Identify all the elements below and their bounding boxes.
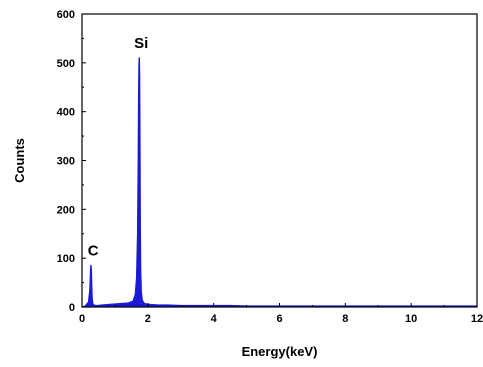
- peak-label-c: C: [88, 242, 99, 259]
- y-tick-label: 200: [57, 204, 75, 216]
- y-axis-label: Counts: [12, 138, 27, 183]
- x-tick-label: 4: [211, 313, 218, 325]
- x-tick-label: 6: [276, 313, 282, 325]
- y-tick-label: 300: [57, 156, 75, 168]
- y-tick-label: 500: [57, 58, 75, 70]
- x-tick-label: 12: [471, 313, 483, 325]
- peak-annotations: C Si: [88, 35, 149, 260]
- y-tick-label: 100: [57, 253, 75, 265]
- x-tick-label: 0: [79, 313, 85, 325]
- y-tick-label: 400: [57, 107, 75, 119]
- x-tick-label: 8: [342, 313, 348, 325]
- x-tick-label: 2: [145, 313, 151, 325]
- y-axis-ticks: 0 100 200 300 400 500 600: [57, 9, 86, 314]
- spectrum-series-line: [81, 57, 477, 308]
- x-axis-label: Energy(keV): [242, 344, 318, 359]
- y-tick-label: 600: [57, 9, 75, 21]
- y-tick-label: 0: [69, 302, 75, 314]
- plot-area: [81, 57, 477, 308]
- peak-label-si: Si: [134, 35, 148, 52]
- x-tick-label: 10: [405, 313, 417, 325]
- x-axis-ticks: 0 2 4 6 8 10 12: [79, 303, 483, 325]
